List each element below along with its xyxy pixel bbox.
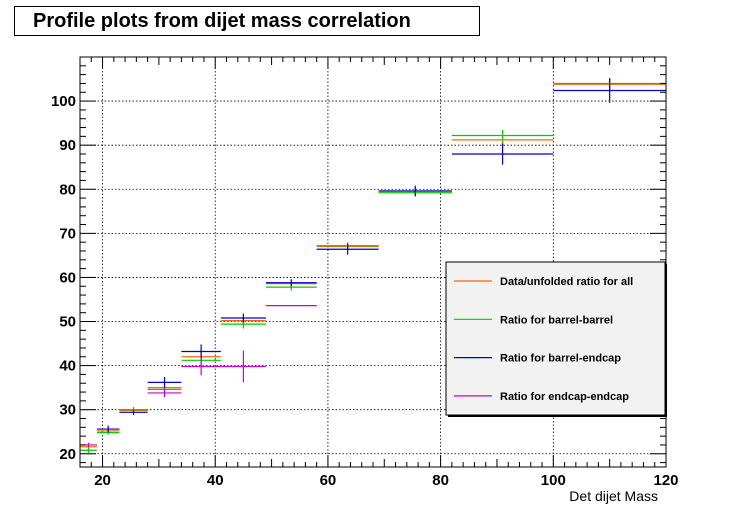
x-tick-label: 20 bbox=[94, 472, 111, 489]
y-tick-label: 50 bbox=[59, 314, 76, 331]
y-tick-label: 90 bbox=[59, 137, 76, 154]
legend-entry: Data/unfolded ratio for all bbox=[500, 276, 633, 288]
series-4 bbox=[80, 305, 317, 448]
x-tick-label: 80 bbox=[432, 472, 449, 489]
legend-entry: Ratio for barrel-barrel bbox=[500, 314, 613, 326]
legend-entry: Ratio for barrel-endcap bbox=[500, 353, 621, 365]
y-tick-label: 80 bbox=[59, 181, 76, 198]
x-tick-label: 100 bbox=[541, 472, 566, 489]
y-tick-label: 20 bbox=[59, 446, 76, 463]
legend-entry: Ratio for endcap-endcap bbox=[500, 391, 629, 403]
y-tick-label: 40 bbox=[59, 358, 76, 375]
y-tick-label: 70 bbox=[59, 225, 76, 242]
y-tick-label: 30 bbox=[59, 402, 76, 419]
chart-title: Profile plots from dijet mass correlatio… bbox=[33, 10, 411, 32]
y-tick-label: 100 bbox=[51, 93, 76, 110]
marks-layer bbox=[80, 78, 666, 453]
y-tick-label: 60 bbox=[59, 269, 76, 286]
ticks-layer bbox=[80, 57, 667, 467]
legend: Data/unfolded ratio for all Ratio for bar… bbox=[445, 261, 667, 417]
legend-box bbox=[445, 261, 666, 416]
x-axis-title: Det dijet Mass bbox=[569, 488, 658, 504]
x-tick-label: 60 bbox=[320, 472, 337, 489]
chart-title-box: Profile plots from dijet mass correlatio… bbox=[14, 6, 480, 36]
x-tick-label: 120 bbox=[653, 472, 678, 489]
series-3 bbox=[96, 78, 666, 433]
x-tick-label: 40 bbox=[207, 472, 224, 489]
tick-labels: 20 40 60 80 100 120 20 30 40 50 60 70 80 90 100 bbox=[51, 93, 679, 489]
